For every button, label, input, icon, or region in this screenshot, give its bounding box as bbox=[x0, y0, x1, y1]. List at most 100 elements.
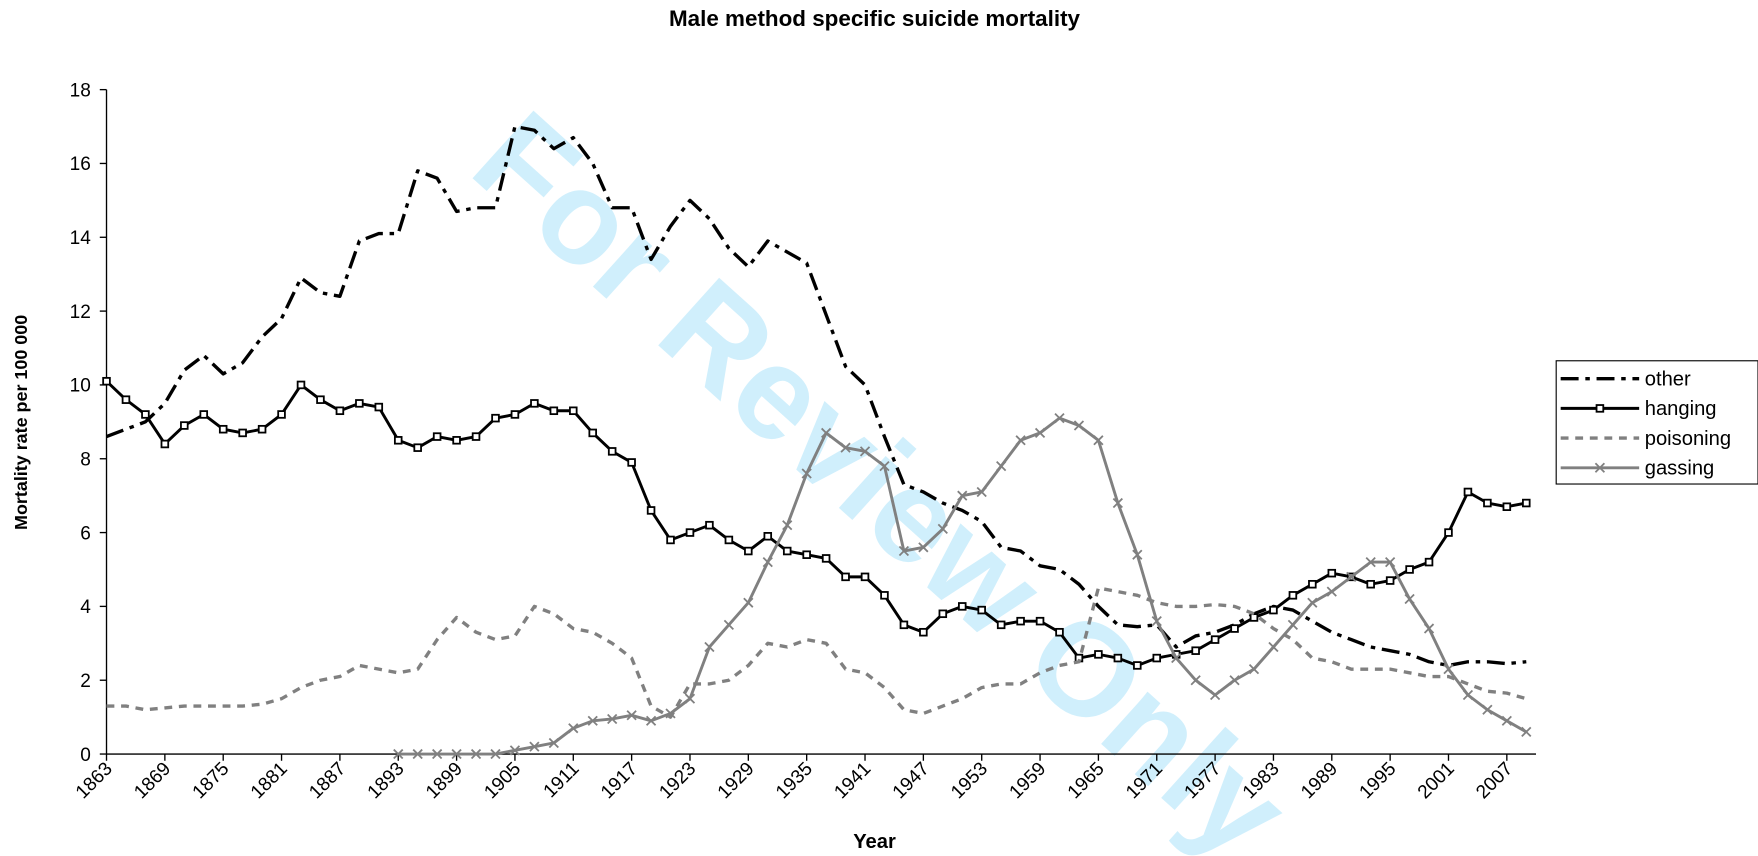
marker bbox=[374, 402, 384, 412]
marker bbox=[1288, 591, 1298, 600]
x-tick-label: 1875 bbox=[189, 758, 234, 803]
marker bbox=[549, 406, 559, 416]
marker bbox=[1307, 597, 1318, 608]
marker bbox=[1151, 616, 1162, 627]
marker bbox=[1385, 556, 1396, 568]
marker bbox=[1308, 579, 1317, 589]
marker bbox=[645, 715, 657, 726]
x-tick-label: 1887 bbox=[305, 758, 350, 803]
marker bbox=[1171, 652, 1182, 664]
marker bbox=[1595, 404, 1605, 413]
marker bbox=[1326, 586, 1337, 597]
x-tick-label: 1941 bbox=[830, 758, 875, 803]
marker bbox=[1521, 726, 1532, 738]
marker bbox=[121, 395, 131, 404]
y-tick-label: 0 bbox=[80, 745, 91, 766]
marker bbox=[1209, 689, 1221, 701]
x-tick-label: 1899 bbox=[422, 758, 467, 803]
marker bbox=[646, 506, 656, 515]
marker bbox=[1502, 502, 1512, 511]
marker bbox=[1229, 675, 1240, 686]
marker bbox=[432, 432, 442, 441]
marker bbox=[1035, 616, 1045, 626]
marker bbox=[1152, 653, 1162, 663]
marker bbox=[1405, 565, 1414, 574]
marker bbox=[1112, 497, 1123, 509]
marker bbox=[1191, 646, 1200, 655]
marker bbox=[918, 542, 929, 553]
marker bbox=[530, 399, 539, 408]
marker bbox=[1462, 689, 1474, 701]
marker bbox=[899, 620, 909, 630]
legend-label: gassing bbox=[1645, 458, 1715, 480]
x-tick-label: 1863 bbox=[72, 758, 117, 803]
marker bbox=[607, 713, 618, 725]
marker bbox=[801, 468, 812, 479]
marker bbox=[685, 528, 695, 537]
legend-box bbox=[1555, 360, 1758, 485]
marker bbox=[393, 436, 403, 445]
marker bbox=[704, 641, 715, 653]
marker bbox=[919, 627, 928, 637]
marker bbox=[1404, 593, 1415, 605]
series-line bbox=[106, 586, 1527, 719]
marker bbox=[1287, 619, 1299, 630]
x-tick-label: 2001 bbox=[1414, 758, 1459, 803]
marker bbox=[802, 550, 811, 559]
marker bbox=[938, 609, 948, 619]
y-tick-label: 10 bbox=[70, 376, 91, 397]
y-tick-label: 18 bbox=[70, 80, 91, 101]
marker bbox=[490, 748, 501, 760]
x-tick-label: 1917 bbox=[597, 758, 642, 803]
y-tick-label: 16 bbox=[70, 154, 91, 175]
marker bbox=[1463, 487, 1473, 497]
marker bbox=[1423, 623, 1435, 634]
marker bbox=[724, 535, 734, 545]
marker bbox=[1113, 653, 1123, 663]
marker bbox=[587, 715, 598, 726]
marker bbox=[879, 461, 890, 472]
marker bbox=[684, 693, 696, 704]
x-tick-label: 1893 bbox=[364, 758, 409, 803]
marker bbox=[296, 380, 306, 390]
marker bbox=[160, 439, 170, 449]
x-tick-label: 1905 bbox=[480, 758, 525, 803]
x-tick-label: 2007 bbox=[1472, 758, 1517, 803]
marker bbox=[1385, 576, 1395, 585]
marker bbox=[452, 436, 461, 445]
marker bbox=[1365, 556, 1376, 568]
x-tick-label: 1929 bbox=[714, 758, 759, 803]
series bbox=[102, 376, 1531, 670]
marker bbox=[1190, 675, 1201, 686]
x-axis-label: Year bbox=[853, 831, 896, 853]
y-tick-label: 6 bbox=[80, 523, 91, 544]
marker bbox=[257, 424, 267, 434]
marker bbox=[568, 723, 579, 734]
marker bbox=[510, 410, 520, 419]
marker bbox=[705, 520, 714, 530]
marker bbox=[1268, 641, 1279, 653]
marker bbox=[763, 532, 773, 541]
marker bbox=[548, 737, 559, 749]
marker bbox=[880, 591, 889, 600]
series bbox=[106, 586, 1527, 719]
marker bbox=[898, 545, 910, 557]
marker bbox=[626, 710, 637, 721]
marker bbox=[335, 406, 345, 416]
x-tick-label: 1995 bbox=[1356, 758, 1401, 803]
marker bbox=[996, 620, 1006, 630]
marker bbox=[782, 520, 793, 531]
marker bbox=[1327, 568, 1337, 578]
marker bbox=[977, 605, 986, 615]
marker bbox=[723, 619, 734, 630]
legend: other hanging poisoning gassing bbox=[1555, 360, 1758, 485]
marker bbox=[627, 458, 636, 467]
marker bbox=[238, 428, 247, 438]
x-tick-label: 1911 bbox=[540, 758, 584, 802]
marker bbox=[782, 546, 792, 556]
marker bbox=[102, 376, 111, 386]
marker bbox=[1501, 715, 1512, 726]
marker bbox=[1594, 462, 1606, 473]
marker bbox=[1444, 528, 1453, 537]
